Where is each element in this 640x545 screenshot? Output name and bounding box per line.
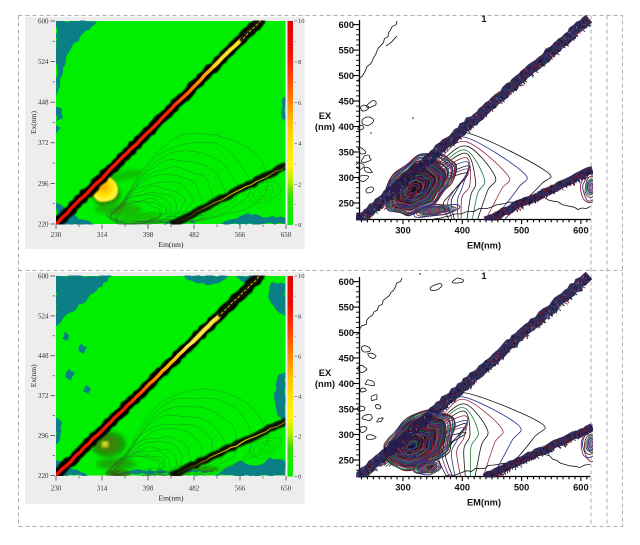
svg-text:2: 2 [298, 434, 301, 441]
svg-text:500: 500 [514, 226, 530, 236]
svg-text:372: 372 [38, 139, 49, 147]
svg-text:500: 500 [338, 71, 354, 81]
svg-text:250: 250 [338, 455, 354, 465]
svg-text:Em(nm): Em(nm) [159, 494, 184, 503]
svg-text:220: 220 [38, 472, 49, 480]
svg-text:372: 372 [38, 392, 49, 400]
svg-text:400: 400 [338, 122, 354, 132]
svg-text:314: 314 [97, 231, 108, 239]
svg-text:8: 8 [298, 59, 302, 66]
svg-text:600: 600 [338, 20, 354, 30]
svg-text:230: 230 [51, 231, 62, 239]
svg-text:400: 400 [338, 379, 354, 389]
svg-text:EX: EX [319, 111, 332, 121]
svg-text:524: 524 [38, 312, 49, 320]
svg-text:500: 500 [338, 328, 354, 338]
svg-text:448: 448 [38, 352, 49, 360]
svg-text:296: 296 [38, 180, 49, 188]
svg-text:1: 1 [481, 14, 486, 24]
svg-text:6: 6 [298, 353, 302, 360]
svg-text:650: 650 [281, 485, 292, 493]
svg-text:600: 600 [573, 226, 589, 236]
svg-text:398: 398 [143, 231, 154, 239]
svg-text:482: 482 [189, 231, 200, 239]
svg-text:300: 300 [395, 483, 411, 493]
svg-text:10: 10 [298, 273, 305, 280]
svg-text:4: 4 [298, 141, 302, 148]
svg-text:550: 550 [338, 303, 354, 313]
svg-text:300: 300 [338, 173, 354, 183]
svg-text:4: 4 [298, 394, 302, 401]
svg-text:448: 448 [38, 99, 49, 107]
svg-text:296: 296 [38, 432, 49, 440]
svg-text:450: 450 [338, 353, 354, 363]
svg-text:566: 566 [235, 485, 246, 493]
svg-text:650: 650 [281, 231, 292, 239]
svg-text:600: 600 [38, 272, 49, 280]
svg-text:314: 314 [97, 485, 108, 493]
svg-text:1: 1 [481, 271, 486, 281]
svg-text:482: 482 [189, 485, 200, 493]
svg-text:250: 250 [338, 198, 354, 208]
svg-text:566: 566 [235, 231, 246, 239]
svg-text:EM(nm): EM(nm) [467, 241, 501, 251]
svg-text:450: 450 [338, 96, 354, 106]
svg-text:8: 8 [298, 313, 302, 320]
svg-text:400: 400 [455, 483, 471, 493]
svg-text:300: 300 [395, 226, 411, 236]
svg-text:300: 300 [338, 430, 354, 440]
svg-text:(nm): (nm) [315, 122, 335, 132]
svg-text:400: 400 [455, 226, 471, 236]
svg-text:524: 524 [38, 58, 49, 66]
svg-text:230: 230 [51, 485, 62, 493]
svg-text:6: 6 [298, 100, 302, 107]
svg-text:2: 2 [298, 181, 301, 188]
svg-text:Ex(nm): Ex(nm) [29, 111, 38, 134]
svg-text:Em(nm): Em(nm) [159, 240, 184, 249]
svg-text:(nm): (nm) [315, 379, 335, 389]
svg-text:350: 350 [338, 404, 354, 414]
svg-text:EX: EX [319, 368, 332, 378]
svg-text:350: 350 [338, 147, 354, 157]
svg-text:0: 0 [298, 474, 302, 481]
svg-text:Ex(nm): Ex(nm) [29, 364, 38, 387]
svg-text:600: 600 [38, 17, 49, 25]
svg-text:220: 220 [38, 220, 49, 228]
svg-text:550: 550 [338, 46, 354, 56]
svg-text:398: 398 [143, 485, 154, 493]
svg-text:600: 600 [338, 277, 354, 287]
svg-text:600: 600 [573, 483, 589, 493]
svg-text:10: 10 [298, 18, 305, 25]
svg-text:0: 0 [298, 222, 302, 229]
svg-text:EM(nm): EM(nm) [467, 498, 501, 508]
svg-text:500: 500 [514, 483, 530, 493]
